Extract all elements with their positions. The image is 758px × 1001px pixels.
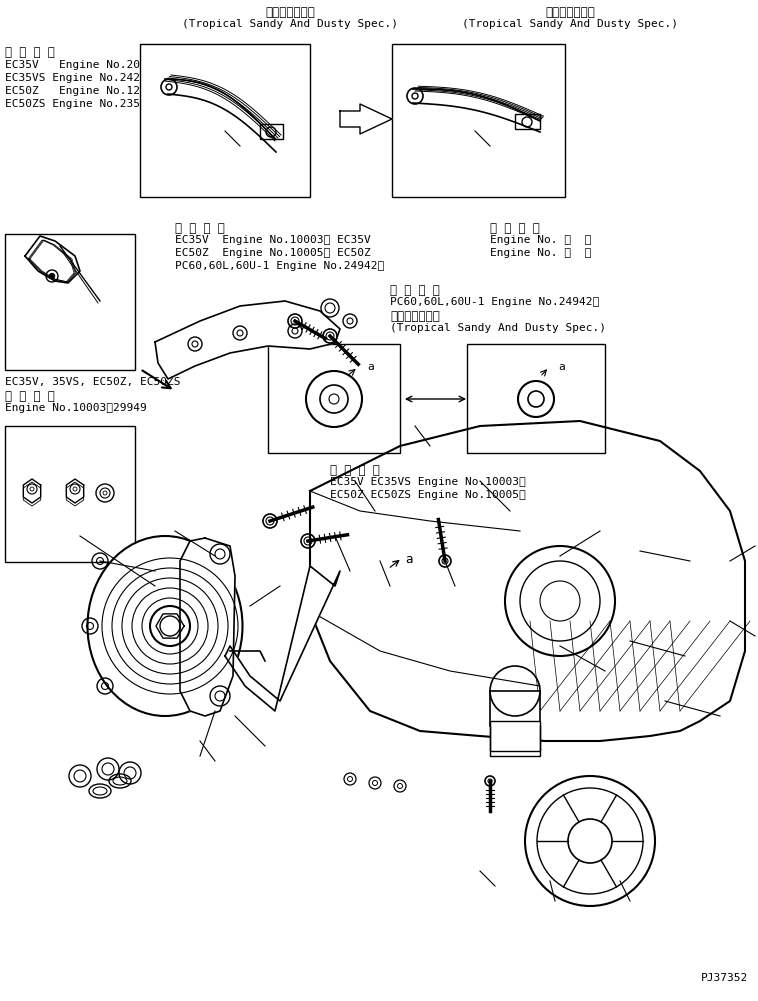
Text: 熱帯砂塵地仕様: 熱帯砂塵地仕様 [265,6,315,19]
Text: PC60,60L,60U-1 Engine No.24942～: PC60,60L,60U-1 Engine No.24942～ [390,297,600,307]
Circle shape [329,394,339,404]
Text: EC50ZS Engine No.23531～: EC50ZS Engine No.23531～ [5,99,160,109]
Text: a: a [367,362,374,372]
Polygon shape [180,538,235,716]
Polygon shape [155,301,340,379]
Text: Engine No. ・  ～: Engine No. ・ ～ [490,235,591,245]
Bar [515,114,540,129]
Text: (Tropical Sandy And Dusty Spec.): (Tropical Sandy And Dusty Spec.) [462,19,678,29]
Bar [268,344,400,453]
Text: 熱帯砂塵地仕様: 熱帯砂塵地仕様 [390,310,440,323]
Text: 熱帯砂塵地仕様: 熱帯砂塵地仕様 [545,6,595,19]
Text: EC35VS Engine No.24268～: EC35VS Engine No.24268～ [5,73,160,83]
Polygon shape [340,104,392,134]
Text: 適 用 号 機: 適 用 号 機 [490,222,540,235]
Text: a: a [405,553,412,566]
Text: 適 用 号 機: 適 用 号 機 [5,390,55,403]
Text: PC60,60L,60U-1 Engine No.24942～: PC60,60L,60U-1 Engine No.24942～ [175,261,384,271]
Bar [5,426,135,562]
Text: EC50Z   Engine No.12119～: EC50Z Engine No.12119～ [5,86,167,96]
Text: EC35V EC35VS Engine No.10003～: EC35V EC35VS Engine No.10003～ [330,477,526,487]
Bar [140,44,310,197]
Text: a: a [558,362,565,372]
Text: 適 用 号 機: 適 用 号 機 [390,284,440,297]
Polygon shape [310,421,745,741]
Polygon shape [225,566,340,711]
Bar [5,234,135,370]
Text: EC35V  Engine No.10003～ EC35V: EC35V Engine No.10003～ EC35V [175,235,371,245]
Text: 適 用 号 機: 適 用 号 機 [5,46,55,59]
Bar [260,124,283,139]
Ellipse shape [87,536,243,716]
Text: EC50Z  Engine No.10005～ EC50Z: EC50Z Engine No.10005～ EC50Z [175,248,371,258]
Text: Engine No.10003～29949: Engine No.10003～29949 [5,403,147,413]
Text: EC35V, 35VS, EC50Z, EC50ZS: EC35V, 35VS, EC50Z, EC50ZS [5,377,180,387]
Text: (Tropical Sandy And Dusty Spec.): (Tropical Sandy And Dusty Spec.) [390,323,606,333]
Text: 適 用 号 機: 適 用 号 機 [330,464,380,477]
Text: EC35V   Engine No.20523～: EC35V Engine No.20523～ [5,60,167,70]
Text: Engine No. ・  ～: Engine No. ・ ～ [490,248,591,258]
Bar [490,721,540,756]
Text: PJ37352: PJ37352 [700,973,748,983]
Bar [392,44,565,197]
Bar [467,344,605,453]
Bar [490,691,540,726]
Circle shape [49,273,55,278]
Text: 適 用 号 機: 適 用 号 機 [175,222,225,235]
Text: EC50Z EC50ZS Engine No.10005～: EC50Z EC50ZS Engine No.10005～ [330,490,526,500]
Text: (Tropical Sandy And Dusty Spec.): (Tropical Sandy And Dusty Spec.) [182,19,398,29]
